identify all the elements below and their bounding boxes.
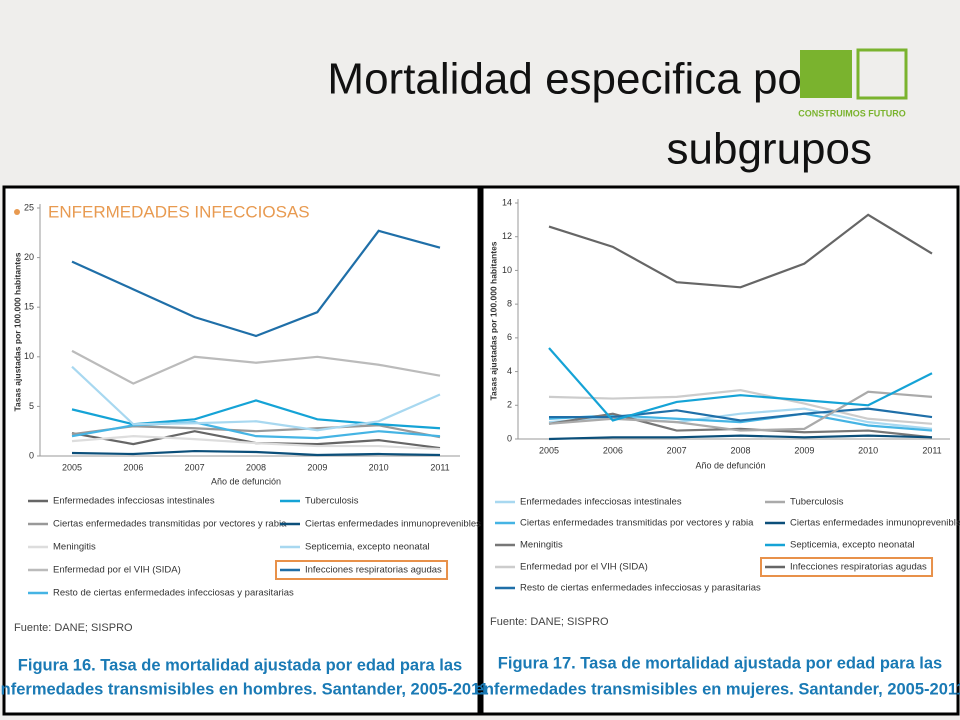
series-line: [549, 407, 933, 422]
legend-label: Ciertas enfermedades transmitidas por ve…: [53, 519, 287, 530]
legend-label: Ciertas enfermedades inmunoprevenibles: [305, 519, 481, 530]
legend-label: Enfermedades infecciosas intestinales: [53, 496, 215, 507]
legend-label: Septicemia, excepto neonatal: [790, 540, 915, 551]
legend-label: Resto de ciertas enfermedades infecciosa…: [520, 583, 761, 594]
source: Fuente: DANE; SISPRO: [490, 616, 609, 628]
x-tick-label: 2010: [369, 462, 389, 472]
x-tick-label: 2010: [858, 445, 878, 455]
y-tick-label: 8: [507, 299, 512, 309]
y-tick-label: 25: [24, 202, 34, 212]
y-axis-label: Tasas ajustadas por 100.000 habitantes: [12, 252, 22, 411]
legend-label: Enfermedad por el VIH (SIDA): [53, 565, 181, 576]
legend-label: Infecciones respiratorias agudas: [790, 562, 927, 573]
x-tick-label: 2009: [794, 445, 814, 455]
section-label: ENFERMEDADES INFECCIOSAS: [48, 202, 310, 221]
figure-caption: enfermedades transmisibles en hombres. S…: [0, 680, 489, 698]
series-line: [548, 434, 933, 441]
series-line: [71, 435, 441, 451]
x-axis-label: Año de defunción: [211, 476, 281, 486]
y-tick-label: 0: [507, 433, 512, 443]
y-tick-label: 4: [507, 366, 512, 376]
y-tick-label: 15: [24, 302, 34, 312]
legend-label: Tuberculosis: [305, 496, 359, 507]
panel: [2, 185, 481, 716]
series-line: [71, 349, 441, 385]
legend-label: Ciertas enfermedades transmitidas por ve…: [520, 518, 754, 529]
y-tick-label: 6: [507, 332, 512, 342]
slide-title: subgrupos: [667, 125, 872, 174]
highlight-box: [275, 560, 449, 580]
x-tick-label: 2007: [185, 462, 205, 472]
legend-label: Infecciones respiratorias agudas: [305, 565, 442, 576]
legend-label: Enfermedad por el VIH (SIDA): [520, 562, 648, 573]
legend-label: Tuberculosis: [790, 497, 844, 508]
legend-label: Meningitis: [520, 540, 563, 551]
x-axis-label: Año de defunción: [695, 460, 765, 470]
series-line: [548, 213, 933, 289]
series-line: [548, 389, 933, 425]
x-tick-label: 2009: [307, 462, 327, 472]
bullet: [14, 209, 20, 215]
panel: [480, 185, 960, 716]
series-line: [71, 449, 441, 457]
figure-caption: enfermedades transmisibles en mujeres. S…: [475, 680, 960, 698]
series-line: [548, 347, 933, 422]
y-tick-label: 2: [507, 400, 512, 410]
legend-label: Meningitis: [53, 542, 96, 553]
x-tick-label: 2011: [430, 462, 449, 472]
series-line: [548, 412, 933, 439]
x-tick-label: 2008: [246, 462, 266, 472]
y-tick-label: 0: [29, 450, 34, 460]
series-line: [548, 412, 933, 432]
series-line: [71, 229, 441, 338]
slide-title: Mortalidad especifica por: [327, 55, 816, 104]
series-line: [548, 390, 933, 432]
logo-text: CONSTRUIMOS FUTURO: [798, 108, 906, 118]
x-tick-label: 2006: [603, 445, 623, 455]
legend-label: Resto de ciertas enfermedades infecciosa…: [53, 588, 294, 599]
legend-label: Enfermedades infecciosas intestinales: [520, 497, 682, 508]
logo: [800, 50, 852, 98]
logo: [856, 48, 908, 100]
source: Fuente: DANE; SISPRO: [14, 622, 133, 634]
legend-label: Ciertas enfermedades inmunoprevenibles: [790, 518, 960, 529]
series-line: [71, 365, 441, 432]
y-tick-label: 10: [24, 351, 34, 361]
x-tick-label: 2008: [730, 445, 750, 455]
y-tick-label: 14: [502, 197, 512, 207]
y-tick-label: 5: [29, 401, 34, 411]
figure-caption: Figura 16. Tasa de mortalidad ajustada p…: [18, 656, 462, 674]
figure-caption: Figura 17. Tasa de mortalidad ajustada p…: [498, 654, 942, 672]
x-tick-label: 2006: [123, 462, 143, 472]
y-tick-label: 12: [502, 231, 512, 241]
highlight-box: [760, 557, 934, 577]
y-axis-label: Tasas ajustadas por 100.000 habitantes: [488, 241, 498, 400]
y-tick-label: 20: [24, 252, 34, 262]
x-tick-label: 2007: [667, 445, 687, 455]
x-tick-label: 2011: [922, 445, 941, 455]
y-tick-label: 10: [502, 265, 512, 275]
legend-label: Septicemia, excepto neonatal: [305, 542, 430, 553]
x-tick-label: 2005: [62, 462, 82, 472]
x-tick-label: 2005: [539, 445, 559, 455]
